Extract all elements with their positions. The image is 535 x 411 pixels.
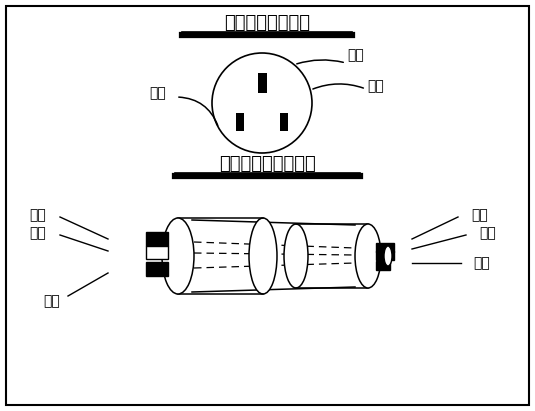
- Bar: [146, 262, 168, 276]
- Text: 地线: 地线: [29, 208, 47, 222]
- Text: 零线: 零线: [368, 79, 384, 93]
- Text: 零线: 零线: [473, 256, 491, 270]
- Ellipse shape: [355, 224, 381, 288]
- Ellipse shape: [249, 218, 277, 294]
- Ellipse shape: [162, 218, 194, 294]
- Bar: [236, 113, 244, 131]
- Text: 火线: 火线: [150, 86, 166, 100]
- Text: 零线: 零线: [29, 226, 47, 240]
- Bar: [146, 246, 168, 259]
- Ellipse shape: [384, 246, 392, 266]
- Bar: [376, 243, 394, 252]
- Text: 美标墙插相位示意: 美标墙插相位示意: [224, 14, 310, 32]
- Text: 地线: 地线: [472, 208, 488, 222]
- Bar: [257, 73, 266, 93]
- Text: 火线: 火线: [44, 294, 60, 308]
- Bar: [280, 113, 288, 131]
- Text: 地线: 地线: [348, 48, 364, 62]
- Bar: [376, 261, 390, 270]
- Ellipse shape: [284, 224, 308, 288]
- Text: 火线: 火线: [479, 226, 496, 240]
- Circle shape: [212, 53, 312, 153]
- Text: 美标电源线相位示意: 美标电源线相位示意: [219, 155, 315, 173]
- Bar: [146, 232, 168, 246]
- Bar: [376, 252, 394, 261]
